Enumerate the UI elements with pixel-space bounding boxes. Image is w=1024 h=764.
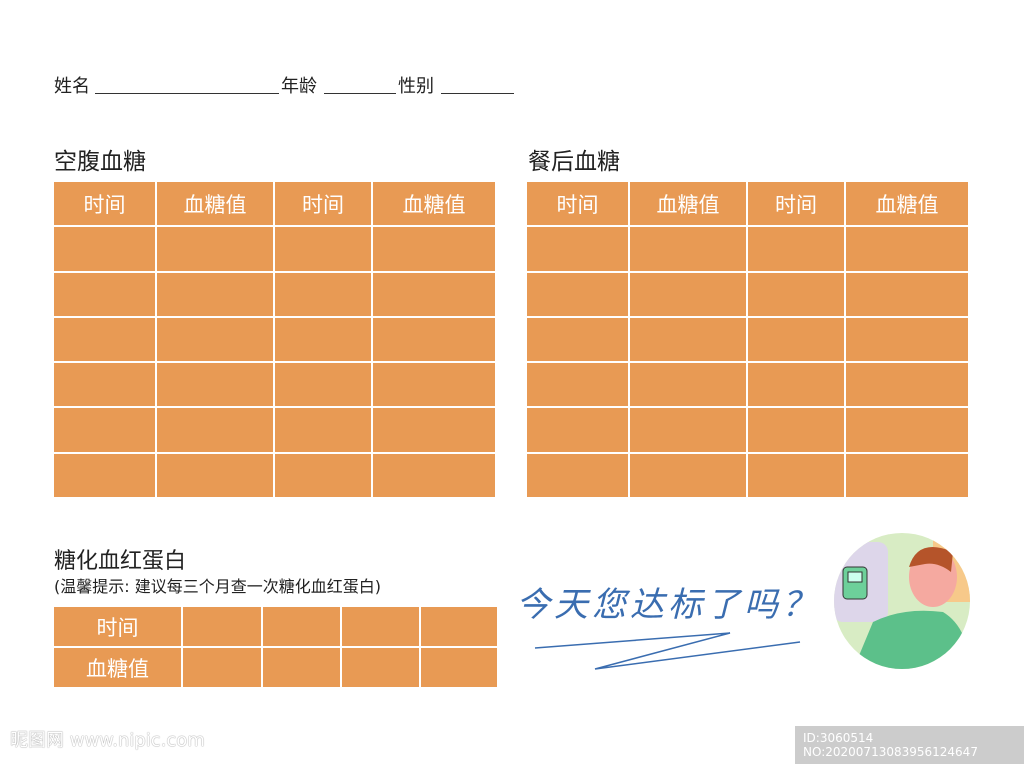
table-cell[interactable] [183, 648, 261, 687]
column-header: 血糖值 [373, 182, 495, 226]
postmeal-title: 餐后血糖 [528, 149, 620, 175]
table-cell[interactable] [183, 607, 261, 646]
column-header: 时间 [54, 182, 155, 226]
fasting-title: 空腹血糖 [54, 149, 146, 175]
column-header: 时间 [275, 182, 371, 226]
table-cell[interactable] [527, 317, 628, 362]
table-cell[interactable] [630, 453, 746, 497]
row-label: 时间 [54, 607, 181, 646]
table-cell[interactable] [748, 272, 844, 316]
table-cell[interactable] [54, 227, 155, 271]
table-cell[interactable] [846, 272, 968, 316]
table-cell[interactable] [630, 272, 746, 316]
table-cell[interactable] [157, 227, 273, 271]
table-cell[interactable] [748, 317, 844, 362]
table-cell[interactable] [54, 272, 155, 316]
table-cell[interactable] [527, 408, 628, 452]
table-cell[interactable] [157, 363, 273, 407]
hba1c-table: 时间 血糖值 [54, 607, 497, 687]
postmeal-table: 时间 血糖值 时间 血糖值 [527, 182, 970, 497]
table-cell[interactable] [748, 408, 844, 452]
table-cell[interactable] [846, 227, 968, 271]
column-header: 时间 [527, 182, 628, 226]
table-cell[interactable] [157, 453, 273, 497]
table-cell[interactable] [846, 408, 968, 452]
table-cell[interactable] [275, 317, 371, 362]
table-cell[interactable] [630, 408, 746, 452]
table-cell[interactable] [275, 408, 371, 452]
table-cell[interactable] [342, 648, 419, 687]
table-cell[interactable] [748, 363, 844, 407]
table-cell[interactable] [421, 607, 497, 646]
name-field[interactable] [95, 93, 279, 94]
hba1c-title: 糖化血红蛋白 [54, 549, 187, 574]
man-with-glucose-meter-illustration [834, 533, 970, 669]
gender-label: 性别 [398, 76, 434, 97]
table-cell[interactable] [527, 227, 628, 271]
table-cell[interactable] [342, 607, 419, 646]
column-header: 时间 [748, 182, 844, 226]
table-cell[interactable] [748, 227, 844, 271]
column-header: 血糖值 [846, 182, 968, 226]
table-cell[interactable] [54, 363, 155, 407]
table-cell[interactable] [275, 227, 371, 271]
table-cell[interactable] [630, 227, 746, 271]
table-cell[interactable] [373, 227, 495, 271]
swoosh-decoration [534, 632, 801, 670]
table-cell[interactable] [373, 453, 495, 497]
table-cell[interactable] [846, 317, 968, 362]
table-cell[interactable] [157, 272, 273, 316]
row-label: 血糖值 [54, 648, 181, 687]
table-cell[interactable] [527, 272, 628, 316]
slogan: 今天您达标了吗？ [516, 585, 820, 625]
table-cell[interactable] [157, 317, 273, 362]
table-cell[interactable] [527, 453, 628, 497]
table-cell[interactable] [846, 363, 968, 407]
watermark-id: ID:3060514 NO:20200713083956124647 [795, 726, 1024, 764]
table-cell[interactable] [263, 648, 340, 687]
table-cell[interactable] [373, 363, 495, 407]
table-cell[interactable] [421, 648, 497, 687]
table-cell[interactable] [54, 408, 155, 452]
age-label: 年龄 [281, 76, 317, 97]
table-cell[interactable] [157, 408, 273, 452]
table-cell[interactable] [373, 408, 495, 452]
table-cell[interactable] [527, 363, 628, 407]
column-header: 血糖值 [157, 182, 273, 226]
age-field[interactable] [324, 93, 396, 94]
table-cell[interactable] [54, 317, 155, 362]
table-cell[interactable] [748, 453, 844, 497]
gender-field[interactable] [441, 93, 514, 94]
table-cell[interactable] [373, 317, 495, 362]
table-cell[interactable] [275, 453, 371, 497]
table-cell[interactable] [630, 363, 746, 407]
table-cell[interactable] [846, 453, 968, 497]
fasting-table: 时间 血糖值 时间 血糖值 [54, 182, 497, 497]
hba1c-note: (温馨提示: 建议每三个月查一次糖化血红蛋白) [54, 577, 381, 596]
watermark-site: 昵图网 www.nipic.com [10, 730, 205, 751]
name-label: 姓名 [54, 76, 90, 97]
table-cell[interactable] [275, 363, 371, 407]
table-cell[interactable] [54, 453, 155, 497]
table-cell[interactable] [275, 272, 371, 316]
table-cell[interactable] [630, 317, 746, 362]
table-cell[interactable] [373, 272, 495, 316]
table-cell[interactable] [263, 607, 340, 646]
column-header: 血糖值 [630, 182, 746, 226]
